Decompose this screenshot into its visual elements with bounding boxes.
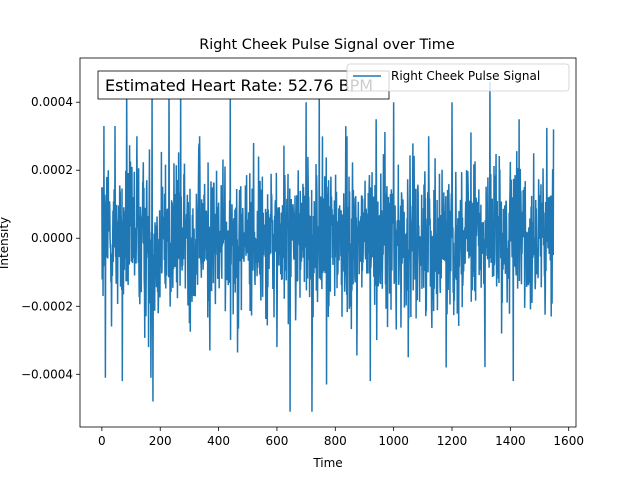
y-tick-label: 0.0004 <box>31 95 73 109</box>
annotation-box: Estimated Heart Rate: 52.76 BPM <box>97 70 390 100</box>
y-tick-label: −0.0004 <box>21 367 73 381</box>
x-tick-label: 1400 <box>495 434 526 448</box>
y-axis-label: Intensity <box>0 217 11 269</box>
chart-title: Right Cheek Pulse Signal over Time <box>199 37 455 53</box>
x-tick-label: 1200 <box>437 434 468 448</box>
x-tick-label: 0 <box>98 434 106 448</box>
x-tick-label: 400 <box>207 434 230 448</box>
x-tick-label: 200 <box>149 434 172 448</box>
x-tick-label: 1000 <box>378 434 409 448</box>
y-axis-ticks: −0.0004 −0.0002 0.0000 0.0002 0.0004 <box>21 95 80 381</box>
plot-area <box>101 78 555 412</box>
legend: Right Cheek Pulse Signal <box>346 63 570 92</box>
y-tick-label: 0.0000 <box>31 231 73 245</box>
x-axis-label: Time <box>312 456 342 470</box>
x-axis-ticks: 0 200 400 600 800 1000 1200 1400 1600 <box>98 427 584 448</box>
x-tick-label: 1600 <box>553 434 584 448</box>
x-tick-label: 800 <box>324 434 347 448</box>
x-tick-label: 600 <box>265 434 288 448</box>
y-tick-label: 0.0002 <box>31 163 73 177</box>
heart-rate-annotation: Estimated Heart Rate: 52.76 BPM <box>105 76 373 95</box>
legend-label: Right Cheek Pulse Signal <box>391 69 540 83</box>
axes-frame <box>79 57 577 428</box>
series-line-right-cheek-pulse-signal <box>101 78 555 412</box>
y-tick-label: −0.0002 <box>21 299 73 313</box>
